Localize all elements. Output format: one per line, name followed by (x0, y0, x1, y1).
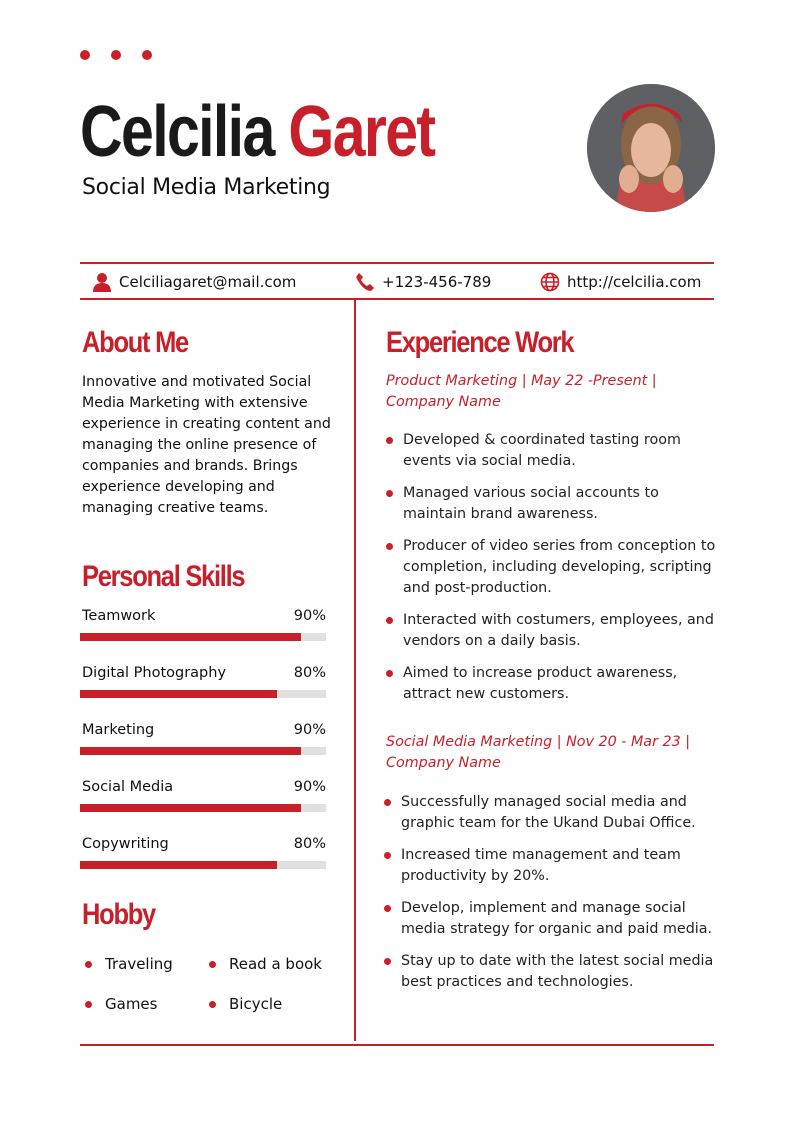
job-1-bullets: Developed & coordinated tasting room eve… (386, 430, 716, 716)
bullet-icon (386, 670, 393, 677)
divider (80, 298, 714, 300)
hobby-heading: Hobby (82, 898, 156, 931)
skill-item: Social Media 90% (80, 779, 326, 812)
skill-bar-fill (80, 690, 277, 698)
bullet-icon (386, 617, 393, 624)
skill-percent: 90% (293, 779, 326, 795)
bullet-text: Interacted with costumers, employees, an… (403, 612, 714, 649)
experience-heading: Experience Work (386, 326, 575, 359)
column-divider (354, 300, 356, 1041)
bullet-icon (384, 905, 391, 912)
contact-website[interactable]: http://celcilia.com (540, 272, 701, 292)
about-heading: About Me (82, 326, 189, 359)
bullet-item: Stay up to date with the latest social m… (384, 951, 714, 993)
bullet-item: Producer of video series from conception… (386, 536, 716, 599)
website-text: http://celcilia.com (567, 273, 702, 291)
skill-label: Digital Photography (82, 665, 227, 681)
skill-label: Marketing (82, 722, 155, 738)
job-title-2: Social Media Marketing | Nov 20 - Mar 23… (386, 734, 691, 771)
decor-dot (142, 50, 152, 60)
skill-percent: 80% (293, 665, 326, 681)
bullet-icon (384, 958, 391, 965)
skill-bar (80, 804, 326, 812)
bullet-text: Stay up to date with the latest social m… (401, 953, 714, 990)
bullet-item: Developed & coordinated tasting room eve… (386, 430, 716, 472)
about-text: Innovative and motivated Social Media Ma… (82, 374, 331, 516)
bullet-text: Managed various social accounts to maint… (403, 485, 659, 522)
bullet-icon (384, 852, 391, 859)
bullet-item: Increased time management and team produ… (384, 845, 714, 887)
job-2-bullets: Successfully managed social media and gr… (384, 792, 714, 1004)
bullet-item: Interacted with costumers, employees, an… (386, 610, 716, 652)
bullet-item: Develop, implement and manage social med… (384, 898, 714, 940)
hobby-label: Bicycle (229, 995, 283, 1013)
skill-bar-fill (80, 804, 302, 812)
skill-label: Social Media (82, 779, 174, 795)
job-title: Social Media Marketing (82, 175, 331, 200)
bullet-icon (384, 799, 391, 806)
phone-text: +123-456-789 (382, 273, 492, 291)
bullet-item: Successfully managed social media and gr… (384, 792, 714, 834)
hobby-label: Read a book (229, 955, 322, 973)
first-name: Celcilia (80, 92, 275, 172)
bullet-text: Producer of video series from conception… (403, 538, 716, 596)
profile-photo (587, 84, 715, 212)
skill-bar-fill (80, 861, 277, 869)
bullet-item: Managed various social accounts to maint… (386, 483, 716, 525)
last-name: Garet (288, 92, 436, 172)
skill-bar-fill (80, 747, 302, 755)
bullet-text: Aimed to increase product awareness, att… (403, 665, 678, 702)
full-name: Celcilia Garet (80, 92, 436, 172)
skill-percent: 90% (293, 722, 326, 738)
job-title-1: Product Marketing | May 22 -Present | Co… (386, 373, 657, 410)
skill-label: Teamwork (82, 608, 156, 624)
skills-heading: Personal Skills (82, 560, 246, 593)
divider (80, 1044, 714, 1046)
bullet-icon (386, 437, 393, 444)
bullet-icon (85, 960, 92, 968)
bullet-icon (209, 960, 216, 968)
skill-item: Copywriting 80% (80, 836, 326, 869)
bullet-text: Increased time management and team produ… (401, 847, 681, 884)
decor-dot (80, 50, 90, 60)
hobby-item: Games (85, 995, 157, 1013)
skill-item: Marketing 90% (80, 722, 326, 755)
skill-label: Copywriting (82, 836, 169, 852)
skill-item: Digital Photography 80% (80, 665, 326, 698)
contact-phone[interactable]: +123-456-789 (355, 272, 491, 292)
skill-bar (80, 690, 326, 698)
bullet-text: Developed & coordinated tasting room eve… (403, 432, 681, 469)
hobby-item: Bicycle (209, 995, 282, 1013)
bullet-icon (85, 1000, 92, 1008)
bullet-text: Successfully managed social media and gr… (401, 794, 696, 831)
skill-bar (80, 861, 326, 869)
hobby-item: Read a book (209, 955, 322, 973)
skill-bar (80, 633, 326, 641)
hobby-label: Games (105, 995, 158, 1013)
email-text: Celciliagaret@mail.com (119, 273, 297, 291)
globe-icon (540, 272, 560, 292)
skill-percent: 90% (293, 608, 326, 624)
skill-percent: 80% (293, 836, 326, 852)
decor-dot (111, 50, 121, 60)
bullet-icon (209, 1000, 216, 1008)
skill-bar-fill (80, 633, 302, 641)
contact-email[interactable]: Celciliagaret@mail.com (92, 272, 296, 292)
bullet-icon (386, 543, 393, 550)
hobby-item: Traveling (85, 955, 173, 973)
bullet-text: Develop, implement and manage social med… (401, 900, 713, 937)
bullet-item: Aimed to increase product awareness, att… (386, 663, 716, 705)
person-icon (93, 273, 111, 292)
phone-icon (356, 273, 374, 291)
skill-bar (80, 747, 326, 755)
skill-item: Teamwork 90% (80, 608, 326, 641)
hobby-label: Traveling (105, 955, 173, 973)
divider (80, 262, 714, 264)
bullet-icon (386, 490, 393, 497)
